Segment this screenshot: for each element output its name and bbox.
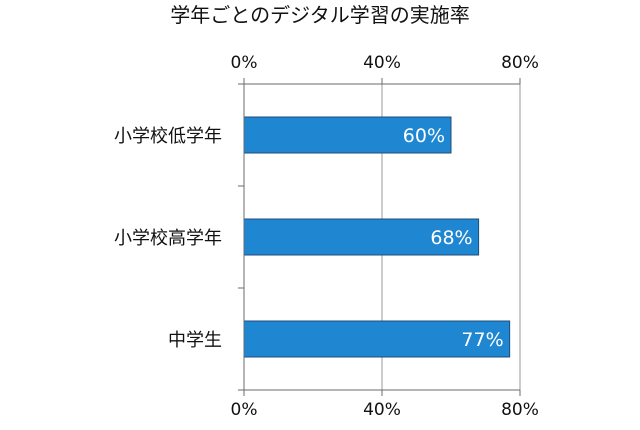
x-tick-label-top: 0%	[231, 53, 258, 73]
x-tick-label-bottom: 80%	[501, 400, 539, 420]
category-label: 小学校低学年	[114, 126, 222, 147]
data-label: 77%	[461, 329, 503, 351]
axis-layer	[238, 78, 521, 396]
x-tick-label-bottom: 40%	[363, 400, 401, 420]
x-tick-label-bottom: 0%	[231, 400, 258, 420]
labels-layer: 0% 0% 40% 40% 80% 80% 60% 小学校低学年 68% 小学校高学年 77% 中学生	[114, 53, 539, 420]
x-tick-label-top: 80%	[501, 53, 539, 73]
x-tick-label-top: 40%	[363, 53, 401, 73]
bar	[243, 218, 480, 256]
data-label: 68%	[430, 227, 472, 249]
category-label: 中学生	[168, 330, 222, 351]
chart-title: 学年ごとのデジタル学習の実施率	[170, 3, 469, 27]
category-label: 小学校高学年	[114, 228, 222, 249]
data-label: 60%	[403, 125, 445, 147]
